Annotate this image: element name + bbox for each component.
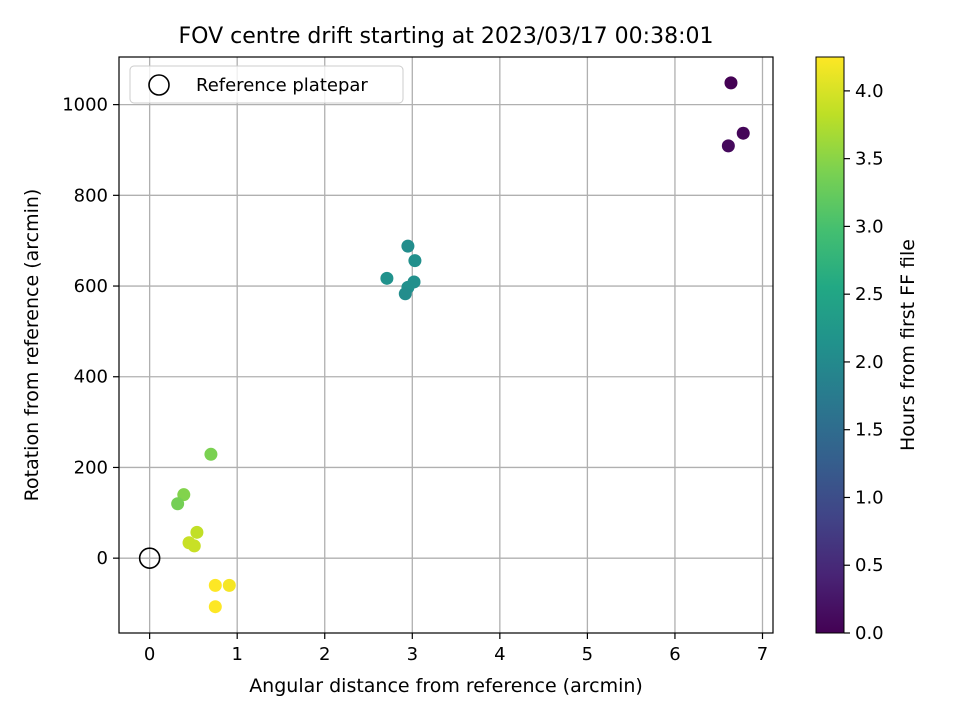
colorbar-tick-label: 1.0 [855,487,884,508]
legend-entry-reference: Reference platepar [196,75,368,96]
colorbar-ticks: 0.0 0.5 1.0 1.5 2.0 2.5 3.0 3.5 4.0 [844,81,884,644]
x-tick-label: 5 [582,644,593,665]
x-tick-label: 2 [319,644,330,665]
colorbar-tick-label: 4.0 [855,81,884,102]
data-point [724,76,738,90]
plot-frame [118,56,774,634]
data-point [721,139,735,153]
x-tick-label: 4 [494,644,505,665]
colorbar-gradient [815,56,845,634]
x-tick-label: 7 [757,644,768,665]
colorbar-label: Hours from first FF file [897,239,919,451]
data-point [187,539,201,553]
colorbar-tick-label: 0.5 [855,555,884,576]
legend: Reference platepar [129,65,404,104]
x-tick-label: 1 [231,644,242,665]
y-tick-label: 1000 [62,95,108,116]
colorbar-tick-label: 3.0 [855,216,884,237]
data-point [222,578,236,592]
data-point [408,254,422,268]
colorbar-tick-label: 1.5 [855,420,884,441]
legend-marker-reference [148,74,170,96]
colorbar-tick-label: 2.0 [855,352,884,373]
data-point [736,126,750,140]
y-tick-label: 400 [74,367,108,388]
y-tick-label: 600 [74,276,108,297]
x-axis-label: Angular distance from reference (arcmin) [249,675,643,697]
data-point [171,497,185,511]
colorbar-tick-label: 0.0 [855,623,884,644]
y-tick-label: 0 [97,548,108,569]
data-point [190,525,204,539]
x-tick-label: 6 [669,644,680,665]
reference-platepar-marker [138,547,161,569]
x-tick-label: 0 [144,644,155,665]
data-point [380,271,394,285]
data-point [401,239,415,253]
data-point [398,287,412,301]
axes: 0 1 2 3 4 5 6 7 0 200 400 600 800 1000 [62,56,774,665]
colorbar: 0.0 0.5 1.0 1.5 2.0 2.5 3.0 3.5 4.0 Hours from f… [815,56,919,644]
y-axis-label: Rotation from reference (arcmin) [21,189,43,502]
legend-box [129,65,404,104]
data-point [208,600,222,614]
x-tick-label: 3 [407,644,418,665]
data-point [208,578,222,592]
grid [119,57,773,633]
data-point [204,447,218,461]
chart-title: FOV centre drift starting at 2023/03/17 … [179,24,714,49]
y-tick-label: 800 [74,185,108,206]
colorbar-tick-label: 3.5 [855,149,884,170]
data-points [138,76,750,614]
y-tick-label: 200 [74,457,108,478]
colorbar-tick-label: 2.5 [855,284,884,305]
